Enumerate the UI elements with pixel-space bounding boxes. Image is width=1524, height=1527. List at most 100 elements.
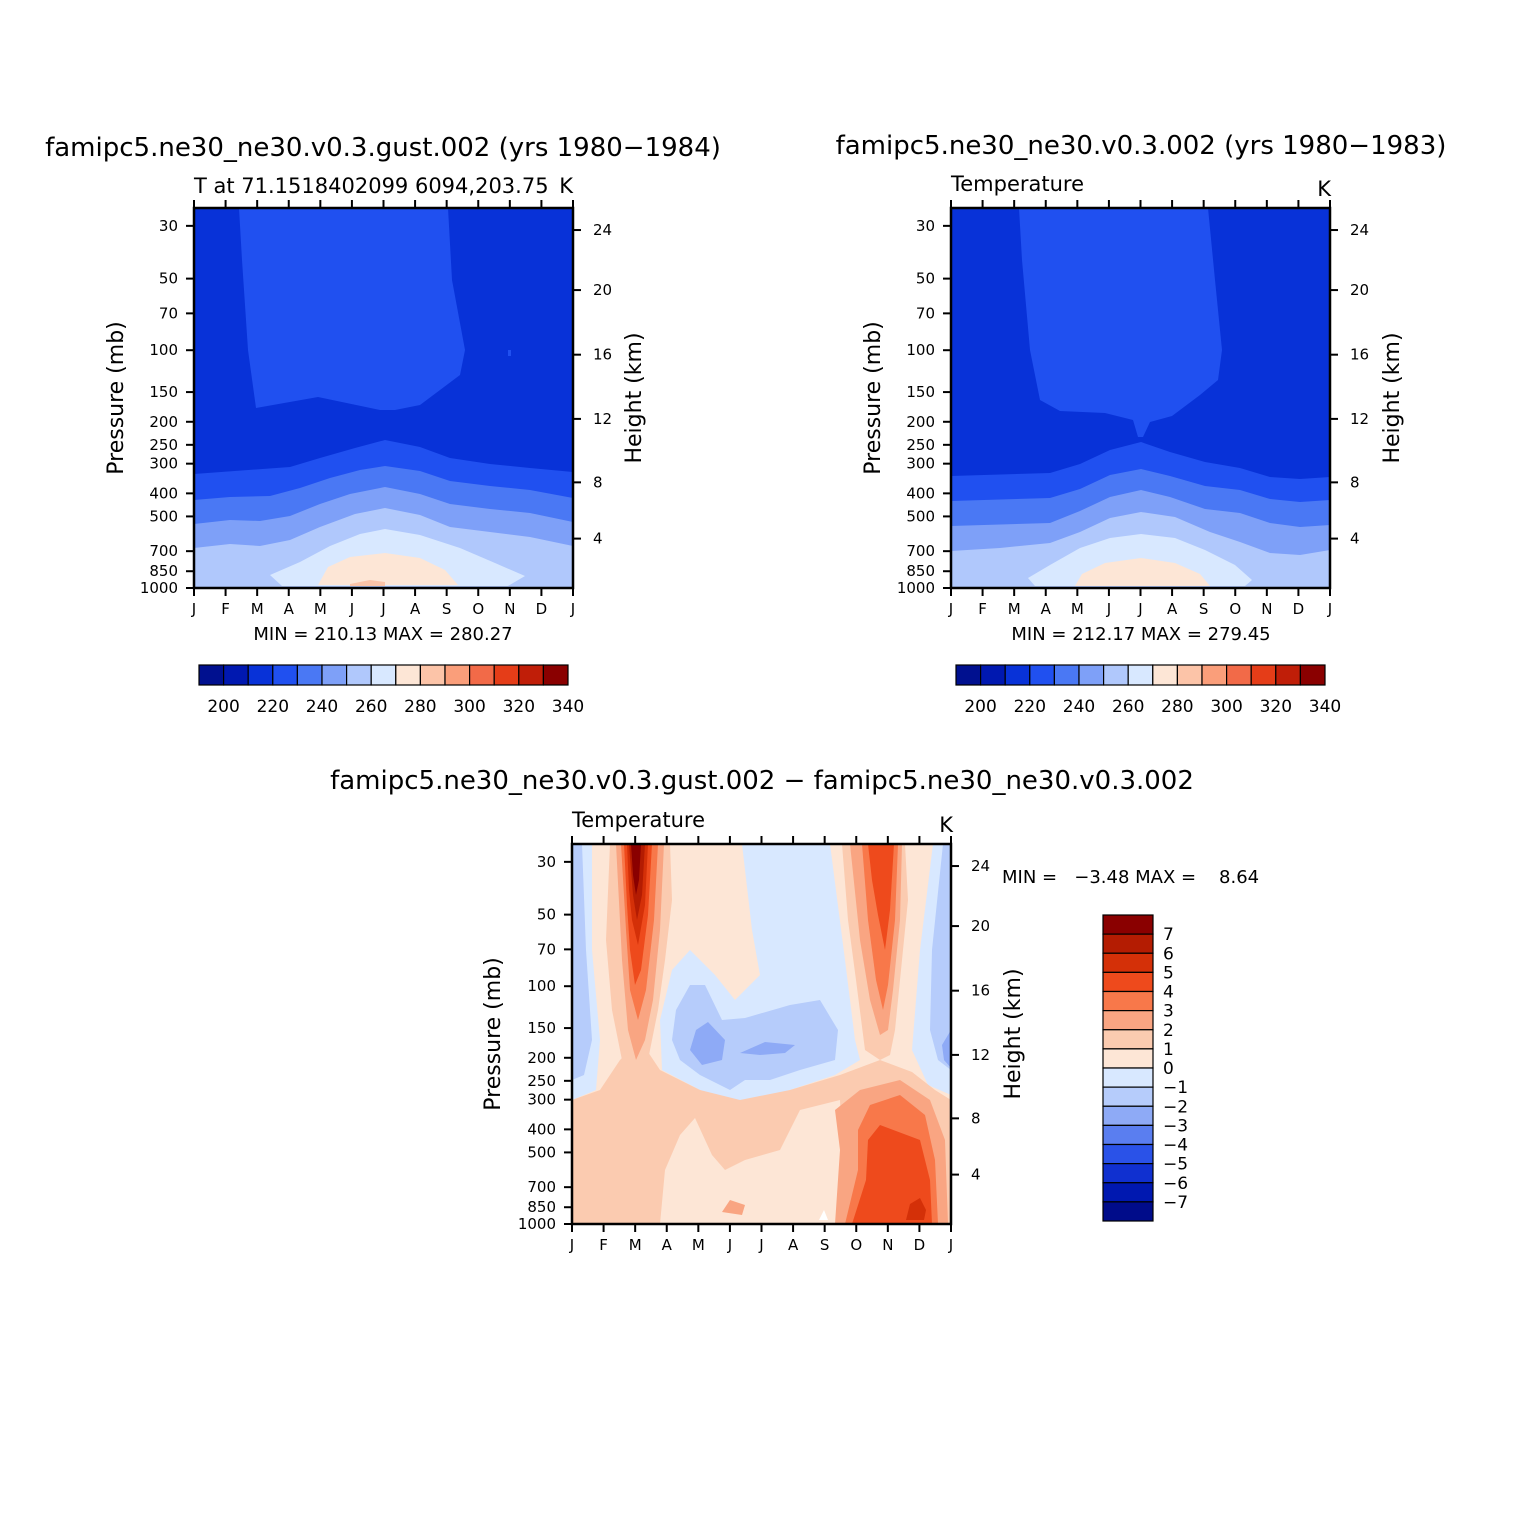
panel2-cbar-box (955, 664, 982, 686)
panel1-cbar-box (518, 664, 544, 686)
panel1-contours (194, 208, 573, 588)
panel3-pos-nov-4 (868, 844, 894, 950)
panel3-cbar-label: 0 (1163, 1059, 1174, 1079)
panel1-cbar-box (469, 664, 495, 686)
panel3-ytick-label: 300 (527, 1091, 556, 1109)
panel1-cbar-box (493, 664, 520, 686)
panel3-neg-center3b (740, 1042, 795, 1055)
panel1-xtick-label: A (284, 600, 295, 618)
panel1-colorbar: 200 220 240 260 280 300 320 340 (198, 664, 584, 717)
panel2-xtick-label: F (978, 600, 987, 618)
panel3-cbar-box (1102, 914, 1154, 935)
panel1-xtick-label: J (349, 600, 354, 618)
panel2-colorbar: 200 220 240 260 280 300 320 340 (955, 664, 1341, 717)
panel1-cbar-box (321, 664, 348, 686)
panel1-cbar-label: 300 (453, 697, 485, 717)
panel3-xtick-label: F (599, 1236, 608, 1254)
panel2-title: famipc5.ne30_ne30.v0.3.002 (yrs 1980−198… (836, 131, 1447, 161)
panel2-cbar-box (1250, 664, 1277, 686)
panel3-neg-center3a (690, 1022, 725, 1065)
panel3-xtick-label: M (629, 1236, 642, 1254)
panel1-ytick-label: 300 (149, 455, 178, 473)
panel3-cbar-box (1102, 1201, 1154, 1222)
panel1-xtick-label: J (570, 600, 575, 618)
panel1-speck (508, 350, 511, 356)
panel3-neg-left2 (572, 844, 592, 1080)
panel2-y2label: Height (km) (1380, 332, 1405, 463)
panel3-xtick-label: A (662, 1236, 673, 1254)
panel3-ytick-label: 700 (527, 1178, 556, 1196)
panel-model-gust: famipc5.ne30_ne30.v0.3.gust.002 (yrs 198… (45, 133, 721, 717)
panel2-level-220-strat (1019, 208, 1222, 437)
panel2-ytick-label: 250 (906, 436, 935, 454)
panel1-xtick-label: S (442, 600, 452, 618)
panel3-cbar-label: −4 (1163, 1136, 1188, 1156)
panel2-xtick-label: J (1106, 600, 1111, 618)
panel2-ytick-label: 200 (906, 413, 935, 431)
panel3-cbar-box (1102, 1086, 1154, 1107)
panel1-y2tick-label: 8 (593, 473, 603, 491)
panel3-neg-right2 (930, 844, 951, 1070)
panel1-xtick-label: O (472, 600, 484, 618)
panel2-subtitle: Temperature (950, 172, 1084, 196)
panel3-ytick-label: 200 (527, 1049, 556, 1067)
panel1-ytick-label: 500 (149, 507, 178, 525)
panel1-y2tick-label: 20 (593, 281, 612, 299)
panel1-subtitle: T at 71.1518402099 6094,203.75 (193, 174, 549, 198)
panel1-cbar-box (395, 664, 421, 686)
panel1-ytick-label: 50 (159, 270, 178, 288)
panel1-cbar-box (198, 664, 225, 686)
panel2-xtick-label: D (1293, 600, 1305, 618)
panel3-neg-center2 (672, 985, 838, 1090)
panel3-cbar-label: −3 (1163, 1116, 1188, 1136)
panel2-xtick-label: J (948, 600, 953, 618)
panel3-cbar-box (1102, 1124, 1154, 1146)
panel1-cbar-label: 240 (306, 697, 338, 717)
panel2-cbar-box (1275, 664, 1302, 686)
panel2-ytick-label: 50 (916, 270, 935, 288)
panel3-xtick-label: S (820, 1236, 830, 1254)
panel2-xtick-label: J (1327, 600, 1332, 618)
panel1-y2label: Height (km) (622, 332, 647, 463)
panel2-y2tick-label: 24 (1350, 221, 1369, 239)
panel3-ytick-label: 250 (527, 1072, 556, 1090)
panel1-cbar-label: 280 (404, 697, 436, 717)
panel2-cbar-box (1225, 664, 1252, 686)
panel2-xtick-label: J (1137, 600, 1142, 618)
panel-difference: famipc5.ne30_ne30.v0.3.gust.002 − famipc… (330, 766, 1259, 1254)
panel1-y2tick-label: 4 (593, 530, 603, 548)
panel2-level-270 (1075, 558, 1210, 586)
panel2-xtick-label: N (1261, 600, 1272, 618)
panel1-xtick-label: M (314, 600, 327, 618)
panel1-xtick-label: F (221, 600, 230, 618)
panel1-cbar-label: 200 (207, 697, 239, 717)
panel3-cbar-label: 2 (1163, 1021, 1174, 1041)
panel3-pos-mar-7 (631, 844, 641, 895)
panel3-contours (572, 844, 951, 1224)
panel3-ytick-label: 150 (527, 1019, 556, 1037)
panel2-cbar-label: 220 (1014, 697, 1046, 717)
panel1-title: famipc5.ne30_ne30.v0.3.gust.002 (yrs 198… (45, 133, 721, 163)
panel1-cbar-box (272, 664, 298, 686)
panel3-y2label: Height (km) (1001, 968, 1026, 1099)
panel1-y2tick-label: 16 (593, 346, 612, 364)
panel2-units: K (1317, 177, 1332, 201)
panel2-ytick-label: 500 (906, 507, 935, 525)
panel3-xtick-label: D (914, 1236, 926, 1254)
panel3-cbar-box (1102, 1105, 1154, 1126)
panel1-ytick-label: 850 (149, 562, 178, 580)
panel1-xtick-label: N (504, 600, 515, 618)
panel2-ytick-label: 70 (916, 304, 935, 322)
panel3-ytick-label: 500 (527, 1143, 556, 1161)
panel2-cbar-box (1029, 664, 1056, 686)
panel2-cbar-label: 240 (1063, 697, 1095, 717)
panel2-xtick-label: O (1229, 600, 1241, 618)
panel1-cbar-box (247, 664, 274, 686)
panel3-xtick-label: J (569, 1236, 574, 1254)
panel2-ytick-label: 300 (906, 455, 935, 473)
panel2-ytick-label: 850 (906, 562, 935, 580)
panel2-ylabel: Pressure (mb) (861, 321, 886, 475)
